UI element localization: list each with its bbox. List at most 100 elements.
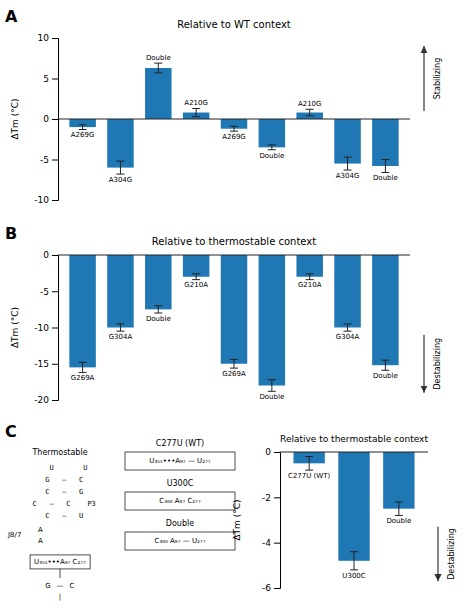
error-bar bbox=[192, 274, 200, 280]
bar bbox=[145, 68, 171, 119]
y-tick-label: 10 bbox=[38, 33, 50, 43]
y-tick-label: 0 bbox=[265, 447, 271, 457]
annotation: G bbox=[45, 582, 50, 590]
y-tick-label: -4 bbox=[262, 538, 271, 548]
bar-label: A304G bbox=[336, 172, 360, 180]
annotation: J8/7 bbox=[7, 531, 21, 539]
bar-label: G210A bbox=[298, 281, 322, 289]
y-tick-mark bbox=[274, 497, 280, 498]
bar-label: G269A bbox=[71, 374, 95, 382]
panel-label: B bbox=[5, 224, 17, 243]
error-bar bbox=[79, 125, 87, 130]
y-tick-mark bbox=[52, 79, 58, 80]
bar-label: Double bbox=[259, 152, 284, 160]
y-tick-label: -5 bbox=[40, 155, 49, 165]
annotation: Thermostable bbox=[31, 448, 87, 457]
y-tick: 0 bbox=[43, 250, 58, 260]
error-bar bbox=[381, 360, 389, 370]
y-tick-mark bbox=[52, 291, 58, 292]
bar-label: Double bbox=[146, 54, 171, 62]
y-tick: -10 bbox=[34, 323, 58, 333]
error-bar bbox=[395, 502, 403, 516]
panel: -10-50510Relative to WT contextΔTm (°C)A… bbox=[5, 7, 442, 205]
y-tick: -15 bbox=[34, 359, 58, 369]
y-axis-line bbox=[274, 453, 281, 589]
y-axis: -20 -15 -10 -5 0 bbox=[34, 250, 58, 405]
bar-label: C277U (WT) bbox=[288, 472, 331, 480]
bar bbox=[259, 255, 285, 386]
bar-label: A269G bbox=[222, 133, 246, 141]
y-tick-mark bbox=[52, 400, 58, 401]
y-tick: -2 bbox=[262, 493, 280, 503]
bar bbox=[338, 452, 369, 561]
error-bar bbox=[192, 108, 200, 116]
y-tick: 5 bbox=[43, 74, 58, 84]
y-tick-label: -5 bbox=[40, 287, 49, 297]
y-tick-mark bbox=[52, 119, 58, 120]
y-axis-line bbox=[52, 39, 59, 201]
bar-label: Double bbox=[259, 393, 284, 401]
bar bbox=[259, 119, 285, 147]
y-tick-label: -10 bbox=[34, 323, 49, 333]
error-bar bbox=[154, 63, 162, 73]
annotation: A bbox=[38, 526, 43, 534]
connector bbox=[60, 569, 61, 578]
y-tick-label: 0 bbox=[43, 114, 49, 124]
annotation: U300C bbox=[167, 479, 194, 488]
annotation: — bbox=[57, 582, 64, 590]
error-bar bbox=[230, 359, 238, 368]
diagram: C277U (WT)U₃₅₅•••A₉₇ — U₂₇₇U300CC₃₀₀ A₉₇… bbox=[125, 439, 235, 550]
bar bbox=[221, 255, 247, 364]
annotation-arrow bbox=[423, 335, 424, 393]
title: Relative to thermostable context bbox=[280, 434, 428, 444]
y-axis-title: ΔTm (°C) bbox=[232, 499, 242, 540]
bar-label: Double bbox=[146, 315, 171, 323]
y-tick-mark bbox=[52, 200, 58, 201]
y-axis-line bbox=[52, 256, 59, 401]
annotation-box bbox=[125, 492, 235, 510]
error-bar bbox=[350, 552, 358, 570]
annotation: C bbox=[70, 582, 75, 590]
diagram: CThermostable U U G — C C — G C — C P3 C… bbox=[5, 422, 96, 601]
bar-label: G210A bbox=[184, 281, 208, 289]
bar-label: G304A bbox=[109, 333, 133, 341]
y-tick-mark bbox=[274, 543, 280, 544]
bar-label: Double bbox=[373, 372, 398, 380]
y-tick-mark bbox=[52, 160, 58, 161]
y-tick: -20 bbox=[34, 395, 58, 405]
boxed-annotation: U₃₅₅•••A₉₇ C₂₇₇ bbox=[34, 558, 86, 566]
y-tick-mark bbox=[52, 328, 58, 329]
boxed-annotation: C₃₀₀ A₉₇ — U₂₇₇ bbox=[155, 537, 206, 545]
panel: -6-4-20Relative to thermostable contextΔ… bbox=[232, 434, 456, 593]
bar bbox=[383, 452, 414, 509]
boxed-annotation: U₃₅₅•••A₉₇ — U₂₇₇ bbox=[149, 457, 211, 465]
bar-label: G304A bbox=[336, 333, 360, 341]
error-bar bbox=[116, 324, 124, 331]
y-tick: -5 bbox=[40, 287, 58, 297]
y-tick-label: -15 bbox=[34, 359, 49, 369]
error-bar bbox=[79, 362, 87, 372]
annotation: G — C bbox=[37, 476, 83, 484]
annotation-box bbox=[125, 452, 235, 470]
plot-area bbox=[69, 255, 398, 391]
plot-area bbox=[293, 452, 414, 570]
bar bbox=[107, 255, 133, 328]
y-tick-mark bbox=[52, 38, 58, 39]
annotation: U U bbox=[33, 464, 88, 472]
annotation-box bbox=[30, 555, 90, 569]
y-tick-label: 0 bbox=[43, 250, 49, 260]
bar-label: A210G bbox=[298, 100, 322, 108]
error-bar bbox=[344, 157, 352, 170]
bar-label: U300C bbox=[342, 572, 365, 580]
bar bbox=[69, 255, 95, 367]
error-bar bbox=[268, 145, 276, 150]
annotation: Stabilizing bbox=[433, 58, 442, 99]
y-axis-title: ΔTm (°C) bbox=[10, 307, 20, 348]
boxed-annotation: C₃₀₀ A₉₇ C₂₇₇ bbox=[159, 497, 201, 505]
bar bbox=[145, 255, 171, 309]
annotation: C bbox=[5, 422, 17, 441]
title: Relative to thermostable context bbox=[152, 236, 316, 247]
y-tick-mark bbox=[52, 255, 58, 256]
bar-label: A269G bbox=[71, 131, 95, 139]
annotation-box bbox=[125, 532, 235, 550]
